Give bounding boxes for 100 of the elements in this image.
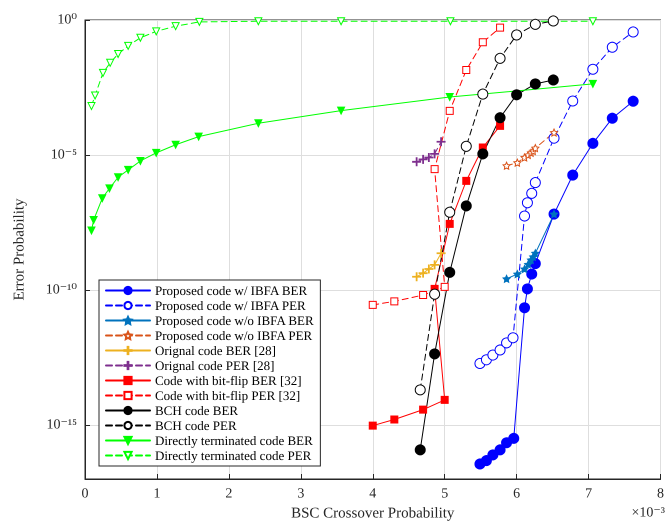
point — [460, 200, 472, 212]
point — [511, 29, 522, 40]
point — [337, 17, 346, 26]
y-axis-title: Error Probability — [12, 198, 28, 301]
x-tick-label: 1 — [153, 486, 160, 502]
point — [462, 66, 470, 74]
point — [446, 93, 454, 102]
y-tick-label: 10⁻⁵ — [50, 148, 78, 162]
point — [172, 140, 180, 149]
point — [414, 444, 426, 456]
x-tick-label: 3 — [297, 486, 304, 502]
point — [462, 176, 470, 185]
point — [494, 344, 506, 356]
point — [368, 422, 377, 430]
point — [588, 80, 597, 88]
point — [195, 18, 204, 26]
point — [254, 17, 262, 26]
point — [567, 170, 578, 181]
legend-label: BCH code PER — [155, 418, 237, 433]
point — [418, 268, 428, 278]
point — [440, 396, 449, 404]
point — [508, 432, 520, 444]
point — [460, 140, 472, 152]
point — [531, 144, 540, 152]
point — [114, 50, 122, 58]
point — [424, 152, 434, 162]
point — [513, 158, 522, 167]
point — [494, 112, 506, 124]
legend-label: BCH code BER — [155, 403, 238, 418]
point — [606, 112, 618, 124]
legend-label: Directly terminated code PER — [155, 448, 312, 463]
point — [587, 138, 598, 149]
point — [337, 106, 346, 115]
point — [508, 332, 519, 344]
point — [446, 106, 454, 115]
point — [91, 91, 100, 100]
point — [194, 132, 203, 141]
point — [106, 58, 114, 67]
x-tick-label: 5 — [441, 486, 448, 502]
x-tick-label: 4 — [369, 486, 376, 502]
point — [522, 197, 533, 208]
y-tick-label: 10⁻¹⁰ — [46, 282, 78, 298]
legend-label: Directly terminated code BER — [155, 433, 314, 448]
point — [478, 38, 487, 46]
point — [419, 291, 428, 300]
point — [628, 96, 639, 107]
point — [531, 249, 540, 258]
point — [496, 122, 504, 130]
point — [436, 137, 446, 146]
point — [511, 89, 522, 100]
point — [628, 26, 639, 38]
point — [606, 42, 618, 53]
point — [136, 34, 144, 42]
point — [368, 300, 377, 309]
point — [98, 194, 106, 202]
point — [424, 264, 434, 274]
legend-label: Code with bit-flip BER [32] — [155, 373, 302, 388]
point — [414, 384, 426, 396]
point — [548, 15, 559, 26]
point — [588, 17, 597, 26]
point — [520, 264, 529, 273]
x-tick-label: 7 — [585, 486, 592, 502]
point — [446, 17, 454, 26]
point — [390, 415, 398, 424]
point — [412, 157, 422, 166]
point — [152, 148, 160, 157]
legend-label: Proposed code w/o IBFA BER — [155, 313, 314, 328]
point — [494, 444, 506, 456]
point — [172, 22, 180, 30]
legend-label: Code with bit-flip PER [32] — [155, 388, 300, 403]
point — [477, 148, 488, 160]
legend-label: Orignal code BER [28] — [155, 343, 276, 358]
point — [440, 282, 449, 291]
y-tick-label: 10⁻¹⁵ — [46, 418, 78, 432]
point — [98, 68, 107, 77]
y-tick-label: 10⁰ — [57, 12, 78, 28]
point — [124, 42, 132, 50]
point — [477, 88, 488, 100]
point — [114, 173, 122, 182]
x-tick-label: 2 — [225, 486, 232, 502]
point — [390, 297, 398, 306]
point — [254, 119, 262, 128]
point — [444, 206, 456, 218]
point — [587, 64, 598, 75]
point — [496, 24, 504, 32]
legend-label: Orignal code PER [28] — [155, 358, 275, 373]
legend-label: Proposed code w/o IBFA PER — [155, 328, 313, 343]
x-tick-label: 8 — [657, 486, 664, 502]
point — [502, 162, 511, 170]
point — [124, 166, 132, 174]
point — [90, 216, 98, 224]
point — [419, 406, 428, 414]
point — [136, 156, 144, 165]
point — [513, 270, 522, 278]
point — [487, 350, 498, 361]
x-axis-title: BSC Crossover Probability — [291, 505, 455, 522]
text: ×10⁻³ — [632, 506, 665, 520]
x-tick-label: 0 — [82, 486, 88, 502]
point — [524, 260, 532, 268]
point — [502, 274, 511, 283]
